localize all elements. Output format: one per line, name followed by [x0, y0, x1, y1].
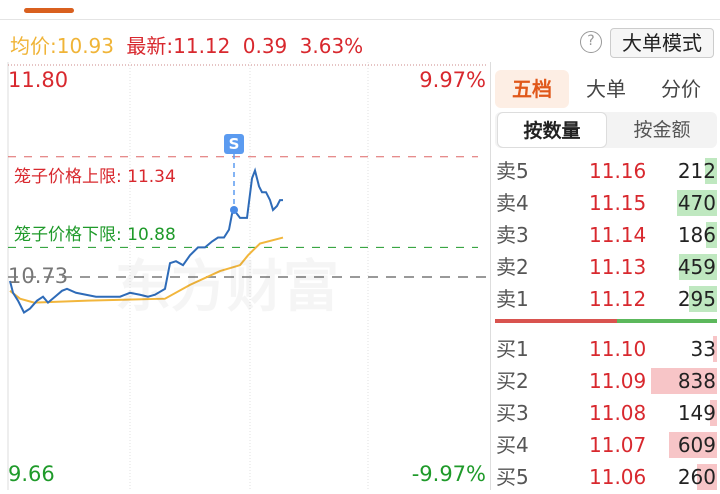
volume-bar	[713, 336, 717, 362]
large-order-mode-button[interactable]: 大单模式	[610, 28, 714, 58]
pct-high-label: 9.97%	[419, 68, 486, 92]
volume-bar	[705, 158, 717, 184]
volume-bar	[651, 368, 717, 394]
volume-bar	[697, 464, 717, 490]
chart-svg	[7, 62, 488, 490]
buy-row: 买1 11.10 33	[491, 334, 720, 364]
upper-limit-title: 笼子价格上限:	[14, 167, 122, 187]
level-name: 买5	[496, 465, 529, 489]
volume-bar	[677, 190, 717, 216]
avg-price: 均价:10.93	[10, 34, 114, 58]
avg-value: 10.93	[56, 34, 115, 58]
avg-label: 均价:	[10, 34, 57, 58]
upper-limit-label: 笼子价格上限: 11.34	[14, 162, 176, 187]
segment-by-quantity[interactable]: 按数量	[497, 112, 607, 148]
level-volume: 33	[690, 337, 716, 361]
change-percent: 3.63%	[299, 34, 364, 58]
level-name: 买4	[496, 433, 529, 457]
tab-five-levels[interactable]: 五档	[495, 70, 569, 108]
level-price: 11.08	[589, 401, 647, 425]
level-price: 11.13	[589, 255, 647, 279]
level-volume: 470	[677, 191, 716, 215]
buy-row: 买2 11.09 838	[491, 366, 720, 396]
level-price: 11.15	[589, 191, 647, 215]
watermark: 东方财富	[115, 242, 339, 323]
latest-value: 11.12	[173, 34, 231, 58]
level-volume: 260	[677, 465, 716, 489]
sell-row: 卖3 11.14 186	[491, 220, 720, 250]
latest-label: 最新:	[126, 34, 174, 58]
level-volume: 149	[677, 401, 716, 425]
price-low-label: 9.66	[8, 462, 55, 486]
signal-marker[interactable]: S	[224, 134, 244, 154]
segment-by-amount[interactable]: 按金额	[633, 119, 691, 141]
lower-limit-title: 笼子价格下限:	[14, 225, 122, 245]
tab-price-distribution[interactable]: 分价	[661, 77, 701, 101]
sell-row: 卖4 11.15 470	[491, 188, 720, 218]
level-volume: 295	[677, 287, 716, 311]
prev-close-label: 10.73	[8, 264, 69, 288]
level-name: 卖1	[496, 287, 529, 311]
level-name: 卖4	[496, 191, 529, 215]
sell-row: 卖1 11.12 295	[491, 284, 720, 314]
buy-sell-ratio-bar	[495, 319, 717, 323]
buy-row: 买4 11.07 609	[491, 430, 720, 460]
lower-limit-value: 10.88	[127, 225, 176, 245]
volume-bar	[705, 222, 717, 248]
intraday-chart[interactable]: 11.80 9.97% 10.73 9.66 -9.97% 笼子价格上限: 11…	[0, 62, 490, 490]
level-volume: 186	[677, 223, 716, 247]
level-price: 11.07	[589, 433, 647, 457]
quote-info-bar: 均价:10.93 最新:11.12 0.39 3.63%	[10, 30, 369, 59]
sell-row: 卖2 11.13 459	[491, 252, 720, 282]
level-price: 11.12	[589, 287, 647, 311]
volume-bar	[689, 286, 717, 312]
level-price: 11.16	[589, 159, 647, 183]
level-price: 11.06	[589, 465, 647, 489]
order-book-panel: 五档 大单 分价 按数量 按金额 卖5 11.16 212 卖4 11.15 4…	[490, 62, 720, 490]
volume-bar	[710, 400, 717, 426]
change-value: 0.39	[242, 34, 288, 58]
level-name: 卖2	[496, 255, 529, 279]
buy-row: 买5 11.06 260	[491, 462, 720, 492]
latest-price: 最新:11.12	[126, 34, 230, 58]
level-name: 卖3	[496, 223, 529, 247]
level-volume: 838	[677, 369, 716, 393]
level-volume: 212	[677, 159, 716, 183]
level-name: 买1	[496, 337, 529, 361]
level-volume: 459	[677, 255, 716, 279]
lower-limit-label: 笼子价格下限: 10.88	[14, 220, 176, 245]
volume-bar	[668, 432, 717, 458]
level-price: 11.10	[589, 337, 647, 361]
average-price-line	[9, 236, 284, 304]
level-price: 11.14	[589, 223, 647, 247]
buy-row: 买3 11.08 149	[491, 398, 720, 428]
question-circle-icon[interactable]: ?	[580, 31, 602, 53]
pct-low-label: -9.97%	[411, 462, 486, 486]
upper-limit-value: 11.34	[127, 167, 176, 187]
divider	[0, 19, 720, 20]
tab-large-orders[interactable]: 大单	[586, 77, 626, 101]
level-volume: 609	[677, 433, 716, 457]
volume-bar	[678, 254, 717, 280]
level-name: 卖5	[496, 159, 529, 183]
level-name: 买2	[496, 369, 529, 393]
level-price: 11.09	[589, 369, 647, 393]
sell-row: 卖5 11.16 212	[491, 156, 720, 186]
price-line	[9, 167, 283, 314]
level-name: 买3	[496, 401, 529, 425]
price-high-label: 11.80	[8, 68, 69, 92]
active-tab-indicator	[24, 8, 74, 13]
signal-dot	[230, 205, 238, 214]
